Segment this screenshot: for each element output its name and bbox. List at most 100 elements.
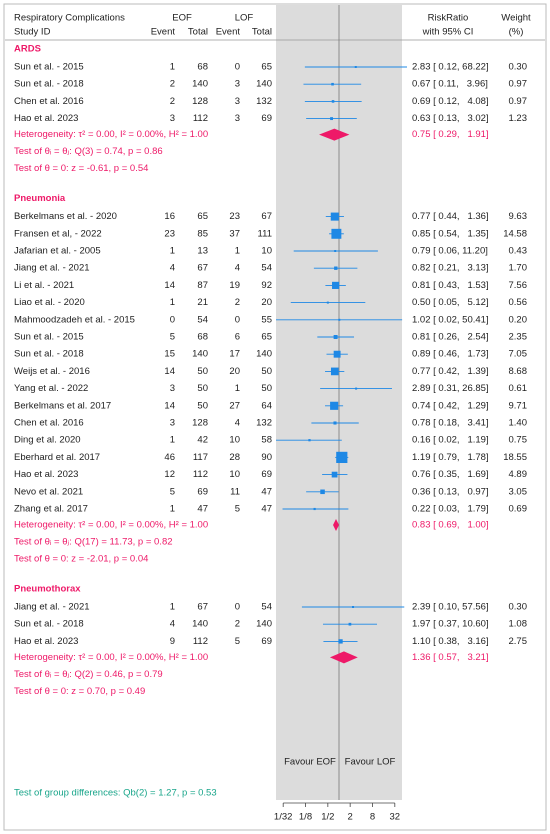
count: 6 [235,332,240,343]
count: 140 [256,619,272,630]
count: 21 [197,297,208,308]
header-weight-unit: (%) [509,27,524,38]
count: 112 [193,469,208,480]
rr-label: 1.19 [ 0.79, 1.78] [412,452,489,463]
count: 1 [170,246,175,257]
heterogeneity: Heterogeneity: τ² = 0.00, I² = 0.00%, H²… [14,652,208,663]
rr-label: 0.82 [ 0.21, 3.13] [412,263,489,274]
count: 37 [229,228,240,239]
count: 58 [261,435,272,446]
study-marker [331,228,342,239]
count: 65 [261,332,272,343]
count: 65 [261,62,272,73]
count: 54 [261,602,272,613]
test-homogeneity: Test of θᵢ = θⱼ: Q(3) = 0.74, p = 0.86 [14,146,163,157]
weight-label: 0.20 [509,314,528,325]
rr-label: 0.74 [ 0.42, 1.29] [412,400,489,411]
count: 5 [170,332,175,343]
count: 85 [197,228,208,239]
count: 16 [164,211,175,222]
weight-label: 7.56 [509,280,528,291]
count: 112 [193,113,208,124]
header-column: Event [151,27,176,38]
count: 1 [170,297,175,308]
weight-label: 0.43 [509,246,528,257]
study-name: Sun et al. - 2015 [14,332,84,343]
count: 50 [197,400,208,411]
group-name: Pneumonia [14,193,66,204]
count: 20 [261,297,272,308]
count: 3 [170,383,175,394]
count: 55 [261,314,272,325]
x-tick-label: 8 [370,812,375,823]
count: 50 [261,383,272,394]
study-name: Nevo et al. 2021 [14,486,83,497]
overall-diamond [329,651,358,664]
count: 14 [164,280,175,291]
study-marker [348,622,352,626]
count: 4 [235,418,240,429]
x-tick-label: 1/8 [299,812,312,823]
count: 50 [197,366,208,377]
count: 140 [256,349,272,360]
weight-label: 8.68 [509,366,528,377]
study-name: Sun et al. - 2018 [14,79,84,90]
weight-label: 1.08 [509,619,528,630]
rr-label: 0.89 [ 0.46, 1.73] [412,349,489,360]
header-ci: with 95% CI [422,27,474,38]
count: 3 [235,113,240,124]
count: 112 [193,636,208,647]
study-marker [331,100,335,103]
study-marker [333,421,337,425]
count: 1 [170,602,175,613]
count: 9 [170,636,175,647]
count: 10 [229,469,240,480]
weight-label: 9.63 [509,211,528,222]
count: 50 [197,383,208,394]
count: 128 [192,418,208,429]
count: 87 [197,280,208,291]
study-marker [331,471,338,478]
count: 140 [256,79,272,90]
header-column: Total [188,27,208,38]
count: 1 [235,383,240,394]
rr-label: 0.79 [ 0.06, 11.20] [412,246,488,257]
rr-label: 0.22 [ 0.03, 1.79] [412,504,489,515]
study-marker [320,489,325,495]
count: 4 [170,619,175,630]
study-marker [333,335,338,339]
study-name: Eberhard et al. 2017 [14,452,100,463]
weight-label: 0.30 [509,62,528,73]
rr-label: 0.36 [ 0.13, 0.97] [412,486,489,497]
study-name: Jafarian et al. - 2005 [14,246,101,257]
count: 4 [235,263,240,274]
count: 0 [235,62,240,73]
count: 90 [261,452,272,463]
rr-label: 0.63 [ 0.13, 3.02] [412,113,489,124]
study-marker [330,117,334,121]
study-marker [313,507,316,511]
count: 11 [230,486,240,497]
study-marker [330,367,339,376]
weight-label: 1.70 [509,263,528,274]
study-name: Weijs et al. - 2016 [14,366,90,377]
rr-label: 0.77 [ 0.42, 1.39] [412,366,489,377]
count: 46 [164,452,175,463]
weight-label: 9.71 [509,400,528,411]
weight-label: 0.61 [509,383,528,394]
study-marker [330,212,339,221]
count: 67 [261,211,272,222]
study-marker [326,301,329,304]
count: 2 [235,619,240,630]
study-marker [308,439,311,442]
count: 3 [235,96,240,107]
count: 117 [193,452,208,463]
count: 132 [256,418,272,429]
rr-label: 2.39 [ 0.10, 57.56] [412,602,489,613]
study-name: Berkelmans et al. 2017 [14,400,111,411]
count: 1 [170,435,175,446]
test-homogeneity: Test of θᵢ = θⱼ: Q(17) = 11.73, p = 0.82 [14,537,173,548]
count: 20 [229,366,240,377]
header-lof: LOF [235,13,254,24]
rr-label: 0.16 [ 0.02, 1.19] [412,435,489,446]
